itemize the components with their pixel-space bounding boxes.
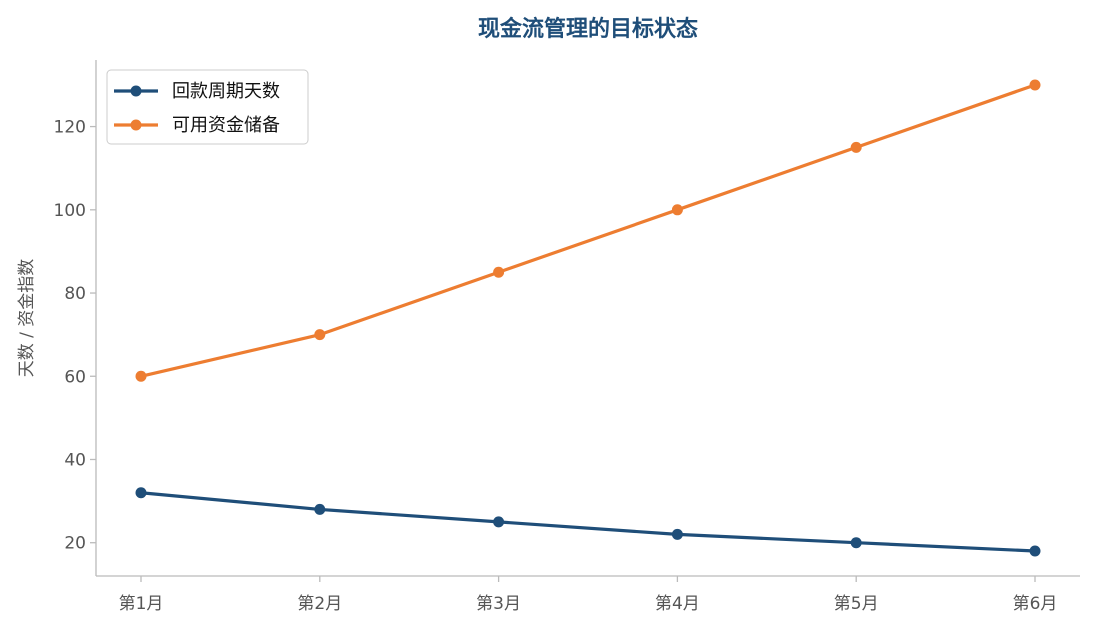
series-layer [135, 79, 1041, 557]
x-tick-label: 第1月 [119, 594, 164, 614]
x-tick-label: 第5月 [834, 594, 879, 614]
legend-marker [130, 119, 142, 131]
x-tick-label: 第2月 [297, 594, 342, 614]
data-point [671, 204, 683, 216]
y-tick-label: 40 [64, 450, 86, 470]
data-point [493, 266, 505, 278]
series-line [139, 491, 1037, 553]
data-point [135, 487, 147, 499]
data-point [1029, 79, 1041, 91]
data-point [850, 537, 862, 549]
series-line [139, 83, 1037, 378]
y-axis-label: 天数 / 资金指数 [17, 259, 37, 378]
data-point [314, 503, 326, 515]
legend-item: 可用资金储备 [114, 115, 280, 136]
legend-label: 回款周期天数 [172, 81, 280, 102]
data-point [314, 329, 326, 341]
series-1 [135, 487, 1041, 557]
x-tick-label: 第6月 [1013, 594, 1058, 614]
x-tick-label: 第4月 [655, 594, 700, 614]
legend-item: 回款周期天数 [114, 81, 280, 102]
series-2 [135, 79, 1041, 382]
axes [95, 60, 1080, 577]
chart-title: 现金流管理的目标状态 [478, 16, 698, 42]
data-point [671, 528, 683, 540]
x-ticks: 第1月 第2月 第3月 第4月 第5月 第6月 [119, 576, 1058, 614]
y-tick-label: 120 [54, 118, 86, 138]
y-tick-label: 60 [64, 367, 86, 387]
legend-label: 可用资金储备 [172, 115, 280, 136]
legend-marker [130, 85, 142, 97]
y-tick-label: 80 [64, 284, 86, 304]
x-tick-label: 第3月 [476, 594, 521, 614]
y-ticks: 20 40 60 80 100 120 [54, 118, 96, 554]
data-point [1029, 545, 1041, 557]
y-tick-label: 100 [54, 201, 86, 221]
data-point [850, 141, 862, 153]
data-point [493, 516, 505, 528]
data-point [135, 370, 147, 382]
y-tick-label: 20 [64, 534, 86, 554]
